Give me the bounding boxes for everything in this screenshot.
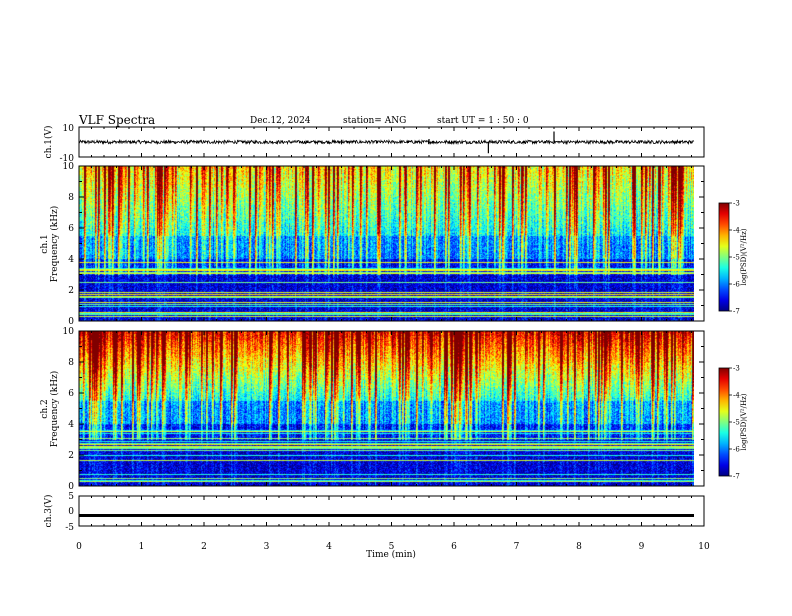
time-tick-label: 7 [514,542,520,552]
colorbar-tick-label: -3 [733,200,740,208]
time-tick-label: 2 [201,542,207,552]
ch1-spectrogram-colorbar-scale [718,202,730,312]
ch2-spectrogram-ylabel: Frequency (kHz) [49,371,60,448]
ch1-ytick-top: 10 [63,124,75,134]
time-tick-label: 6 [451,542,457,552]
time-tick-label: 4 [326,542,332,552]
frequency-tick-label: 10 [63,162,75,172]
ch1-waveform-ylabel: ch.1(V) [43,126,54,159]
frequency-tick-label: 2 [68,451,74,461]
ch3-waveform-frame [78,495,705,527]
time-tick-label: 1 [139,542,145,552]
ch3-waveform-trace-group [78,514,695,517]
colorbar-tick-label: -4 [733,227,740,235]
colorbar-tick-label: -6 [733,446,740,454]
frequency-tick-label: 2 [68,286,74,296]
ch2-spectrogram-heatmap [79,331,694,486]
time-tick-label: 0 [76,542,82,552]
ch3-ytick-middle: 0 [68,507,74,517]
time-tick-label: 9 [639,542,645,552]
colorbar-tick-label: -5 [733,254,740,262]
start-time-label: start UT = 1 : 50 : 0 [437,116,529,126]
colorbar-tick-label: -3 [733,365,740,373]
colorbar-label: log(PSD)(V²/Hz) [740,228,748,285]
ch1-waveform-trace-group [78,131,695,154]
frequency-tick-label: 6 [68,389,74,399]
time-tick-label: 5 [389,542,395,552]
ch1-ytick-bottom: -10 [60,154,75,164]
frequency-tick-label: 4 [68,420,74,430]
date-label: Dec.12, 2024 [250,116,311,126]
colorbar-label: log(PSD)(V²/Hz) [740,393,748,450]
station-label: station= ANG [343,116,406,126]
frequency-tick-label: 10 [63,327,75,337]
time-axis: 0 1 2 3 4 5 6 7 8 9 10 [76,127,710,552]
ch1-spectrogram-ylabel: Frequency (kHz) [49,206,60,283]
ch1-spectrogram-panel: 0 2 4 6 8 10 ch.1 Frequency (kHz) -3 -4 -5 -6 -7 l… [40,162,748,327]
ch1-spectrogram-heatmap [79,166,694,321]
ch1-colorbar: -3 -4 -5 -6 -7 log(PSD)(V²/Hz) [718,200,748,316]
frequency-tick-label: 8 [68,193,74,203]
frequency-tick-label: 8 [68,358,74,368]
colorbar-tick-label: -6 [733,281,740,289]
ch3-ytick-top: 5 [68,492,74,502]
frequency-tick-label: 0 [68,317,74,327]
colorbar-tick-label: -4 [733,392,740,400]
ch1-waveform-panel: 10 -10 ch.1(V) [43,124,705,164]
ch2-spectrogram-panel: 0 2 4 6 8 10 ch.2 Frequency (kHz) -3 -4 -5 -6 -7 l… [40,327,748,492]
ch1-waveform-line [78,138,695,146]
time-tick-label: 8 [576,542,582,552]
ch3-waveform-ylabel: ch.3(V) [43,495,54,528]
ch2-spectrogram-colorbar-scale [718,367,730,477]
colorbar-tick-label: -7 [733,308,740,316]
frequency-tick-label: 4 [68,255,74,265]
time-tick-label: 10 [698,542,710,552]
figure-title: VLF Spectra [78,113,155,127]
time-axis-label: Time (min) [366,549,416,560]
colorbar-tick-label: -7 [733,473,740,481]
ch3-ytick-bottom: -5 [65,523,74,533]
ch3-waveform-panel: 5 0 -5 ch.3(V) [43,492,705,533]
frequency-tick-label: 6 [68,224,74,234]
ch2-spectrogram-channel-label: ch.2 [40,399,50,418]
ch1-spectrogram-channel-label: ch.1 [40,234,50,253]
colorbar-tick-label: -5 [733,419,740,427]
ch2-colorbar: -3 -4 -5 -6 -7 log(PSD)(V²/Hz) [718,365,748,481]
frequency-tick-label: 0 [68,482,74,492]
time-tick-label: 3 [264,542,270,552]
